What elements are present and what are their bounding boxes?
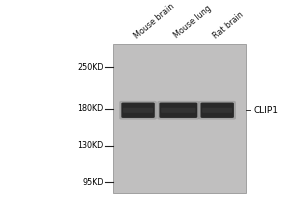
Text: CLIP1: CLIP1	[253, 106, 278, 115]
Text: Mouse brain: Mouse brain	[132, 1, 176, 40]
FancyBboxPatch shape	[198, 101, 236, 120]
Text: 95KD: 95KD	[82, 178, 104, 187]
Text: Mouse lung: Mouse lung	[172, 4, 214, 40]
FancyBboxPatch shape	[161, 108, 196, 113]
FancyBboxPatch shape	[123, 108, 153, 113]
FancyBboxPatch shape	[119, 101, 157, 120]
Text: 130KD: 130KD	[77, 141, 104, 150]
Text: 250KD: 250KD	[77, 63, 104, 72]
FancyBboxPatch shape	[157, 101, 200, 120]
Bar	[113, 44, 246, 193]
FancyBboxPatch shape	[202, 108, 232, 113]
FancyBboxPatch shape	[159, 103, 197, 118]
FancyBboxPatch shape	[121, 103, 155, 118]
FancyBboxPatch shape	[200, 103, 234, 118]
Text: 180KD: 180KD	[77, 104, 104, 113]
Text: Rat brain: Rat brain	[212, 10, 245, 40]
